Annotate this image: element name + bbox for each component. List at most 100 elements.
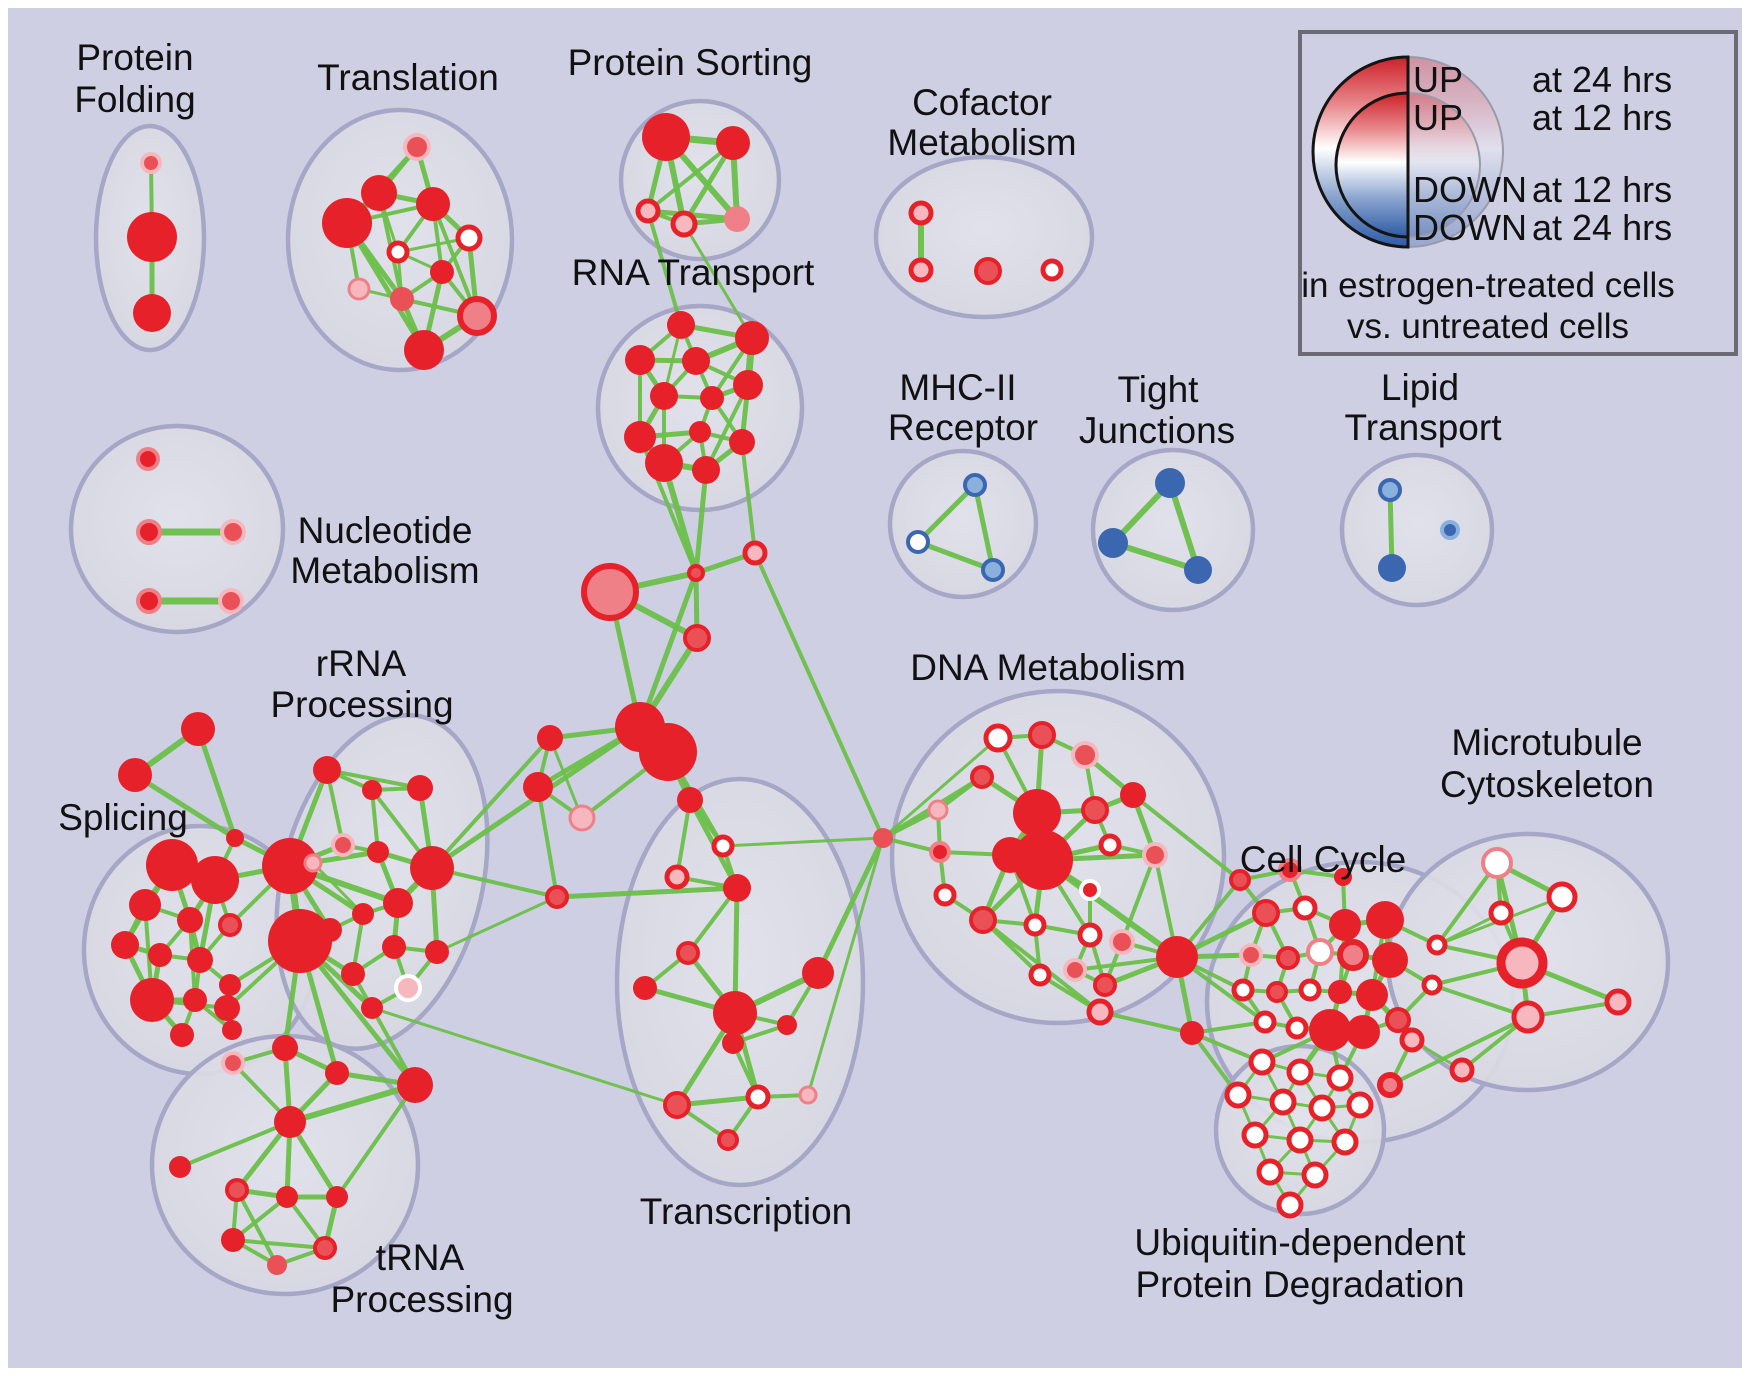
gene-node-dm3 <box>970 765 994 789</box>
cluster-tight-junctions-label-line1: Junctions <box>1079 410 1235 451</box>
edge-tx12-c8 <box>806 836 885 1097</box>
gene-node-tj1 <box>1098 528 1128 558</box>
edge-m0-m1 <box>915 482 978 545</box>
gene-node-cf2 <box>974 257 1002 285</box>
cluster-cofactor-metabolism-ellipse <box>873 154 1095 320</box>
gene-node-mt3 <box>1496 937 1548 989</box>
gene-node-mt4 <box>1511 1000 1545 1034</box>
gene-node-t4 <box>455 224 483 252</box>
edge-dm12-dm21 <box>1120 853 1157 944</box>
gene-node-tn6 <box>225 1178 249 1202</box>
cluster-splicing-label-line0: Splicing <box>58 797 188 838</box>
gene-node-n1 <box>136 519 162 545</box>
gene-node-cc17 <box>1346 1015 1380 1049</box>
gene-node-dm12 <box>1142 842 1168 868</box>
gene-node-rr13 <box>341 962 365 986</box>
gene-node-rr1 <box>313 756 341 784</box>
gene-node-dm20 <box>1093 973 1117 997</box>
gene-node-sp2 <box>129 889 161 921</box>
gene-node-tx1 <box>711 834 735 858</box>
gene-node-cc0 <box>1252 899 1280 927</box>
gene-node-dm8 <box>929 841 951 863</box>
gene-node-rr0 <box>262 838 318 894</box>
gene-node-cc26 <box>1377 1072 1403 1098</box>
gene-node-cc14 <box>1253 1010 1277 1034</box>
cluster-protein-sorting-label-line0: Protein Sorting <box>568 42 813 83</box>
gene-node-n2 <box>220 519 246 545</box>
edge-rt10-c0 <box>661 460 699 576</box>
gene-node-l1 <box>1378 554 1406 582</box>
edge-c0-hb1 <box>637 570 699 730</box>
cluster-translation-label-line0: Translation <box>317 57 499 98</box>
gene-node-mt6 <box>1449 1057 1475 1083</box>
legend-direction-3: DOWN <box>1413 207 1527 248</box>
edge-rt11-c0 <box>693 467 709 576</box>
edge-ps1-ps2 <box>646 141 735 213</box>
gene-node-cc11 <box>1298 978 1322 1002</box>
edge-cc26-mt4 <box>1388 1015 1530 1087</box>
gene-node-dm22 <box>1156 936 1198 978</box>
gene-node-rt5 <box>650 382 678 410</box>
gene-node-dm17 <box>1077 922 1103 948</box>
gene-node-tx8 <box>777 1015 797 1035</box>
edge-ps2-rt0 <box>646 209 683 327</box>
gene-node-sp0 <box>146 839 198 891</box>
cluster-lipid-transport-label-line1: Transport <box>1345 407 1503 448</box>
gene-node-l0 <box>1378 478 1402 502</box>
gene-node-tn8 <box>326 1186 348 1208</box>
gene-node-ub0 <box>1248 1048 1276 1076</box>
gene-node-tj2 <box>1184 556 1212 584</box>
gene-node-rr11 <box>382 935 406 959</box>
gene-node-sp14 <box>118 758 152 792</box>
cluster-trna-processing-label-line1: Processing <box>330 1279 513 1320</box>
gene-node-ps0 <box>642 113 690 161</box>
gene-node-tx9 <box>722 1032 744 1054</box>
gene-node-rr17 <box>268 909 332 973</box>
edge-dm23-dm24 <box>1098 1010 1194 1035</box>
legend-time-2: at 12 hrs <box>1532 169 1672 210</box>
gene-node-rt9 <box>729 429 755 455</box>
gene-node-rt2 <box>625 345 655 375</box>
edge-m0-m2 <box>972 482 996 573</box>
gene-node-tx3 <box>723 874 751 902</box>
cluster-nucleotide-metabolism-label-line0: Nucleotide <box>298 510 473 551</box>
gene-node-sp6 <box>148 943 172 967</box>
gene-node-tn10 <box>313 1236 337 1260</box>
edge-t3-t9 <box>431 202 479 318</box>
gene-node-cc20 <box>1278 858 1302 882</box>
gene-node-tx2 <box>664 864 690 890</box>
gene-node-t5 <box>386 240 410 264</box>
gene-node-dm10 <box>1013 830 1073 890</box>
gene-node-tx0 <box>677 787 703 813</box>
gene-node-l2 <box>1440 520 1460 540</box>
gene-node-tn7 <box>276 1186 298 1208</box>
edge-cc23-mt4 <box>1430 983 1530 1019</box>
gene-node-ub4 <box>1269 1088 1297 1116</box>
edge-tj0-tj2 <box>1167 480 1201 573</box>
gene-node-tx7 <box>802 957 834 989</box>
legend-direction-0: UP <box>1413 59 1463 100</box>
cluster-cell-cycle-label-line0: Cell Cycle <box>1240 839 1407 880</box>
gene-node-n0 <box>136 447 160 471</box>
gene-node-dm5 <box>927 799 949 821</box>
edge-rr1-rr3 <box>325 768 422 790</box>
gene-node-cf0 <box>908 200 934 226</box>
gene-node-ub10 <box>1256 1158 1284 1186</box>
gene-node-sp11 <box>170 1023 194 1047</box>
cluster-protein-folding-label-line1: Folding <box>74 79 195 120</box>
cluster-rrna-processing-label-line1: Processing <box>270 684 453 725</box>
gene-node-cc16 <box>1309 1009 1351 1051</box>
edge-m1-m2 <box>915 539 996 573</box>
gene-node-t8 <box>390 287 414 311</box>
gene-node-rt10 <box>645 444 683 482</box>
gene-node-c3 <box>683 624 711 652</box>
gene-node-t9 <box>457 296 497 336</box>
gene-node-c5 <box>523 772 553 802</box>
edge-rr5-rr9 <box>311 861 365 916</box>
gene-node-ub11 <box>1301 1161 1329 1189</box>
gene-node-rr8 <box>383 888 413 918</box>
gene-node-cf1 <box>908 257 934 283</box>
gene-node-tx11 <box>745 1084 771 1110</box>
gene-node-t6 <box>430 260 454 284</box>
